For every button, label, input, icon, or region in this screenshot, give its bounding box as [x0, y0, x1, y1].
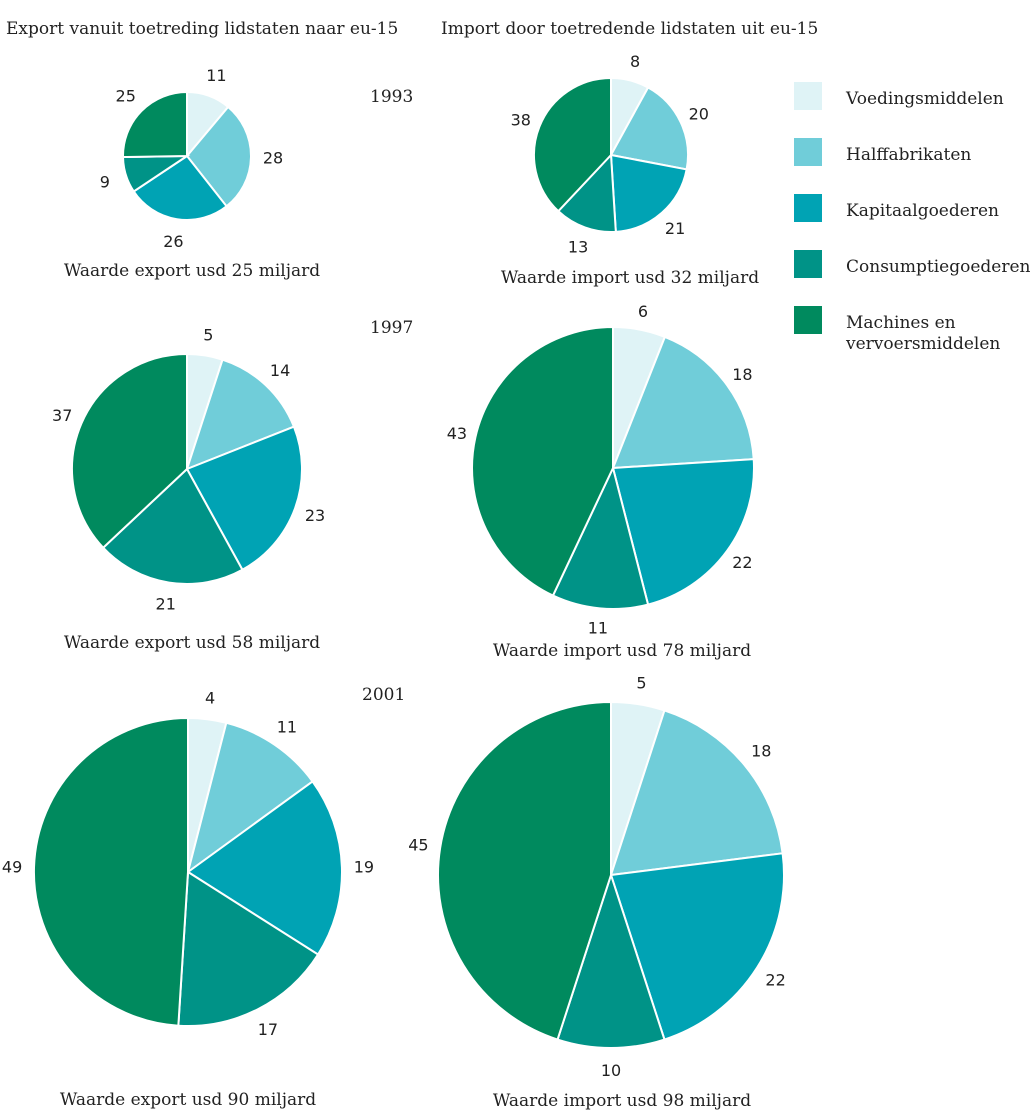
year-label-1993: 1993 — [370, 87, 413, 107]
data-label-consumptiegoederen: 9 — [100, 173, 110, 192]
legend-swatch — [794, 306, 822, 334]
data-label-kapitaalgoederen: 19 — [354, 858, 374, 877]
pie-slice-machines-en-vervoersmiddelen — [71, 352, 188, 550]
data-label-consumptiegoederen: 10 — [601, 1061, 621, 1080]
data-label-voedingsmiddelen: 6 — [638, 302, 648, 321]
data-label-machines-en-vervoersmiddelen: 43 — [447, 424, 467, 443]
legend: Voedingsmiddelen Halffabrikaten Kapitaalgo… — [794, 82, 1031, 354]
pie-slice-halffabrikaten — [186, 721, 314, 875]
data-label-halffabrikaten: 28 — [263, 148, 283, 167]
data-label-voedingsmiddelen: 11 — [206, 66, 226, 85]
data-label-kapitaalgoederen: 22 — [765, 971, 785, 990]
legend-label: Kapitaalgoederen — [846, 201, 999, 221]
pie-slice-machines-en-vervoersmiddelen — [437, 700, 612, 1041]
pie-slice-halffabrikaten — [611, 335, 755, 470]
data-label-halffabrikaten: 18 — [751, 742, 771, 761]
pie-slice-kapitaalgoederen — [609, 153, 688, 233]
pie-export-1997: 5 14 23 21 37 Waarde export usd 58 miljard — [52, 326, 325, 653]
legend-item-consumptiegoederen: Consumptiegoederen — [794, 250, 1031, 278]
pie-export-1993: 11 28 26 9 25 Waarde export usd 25 miljard — [64, 66, 320, 281]
pie-slice-halffabrikaten — [609, 709, 784, 877]
data-label-machines-en-vervoersmiddelen: 37 — [52, 406, 72, 425]
data-label-consumptiegoederen: 17 — [258, 1020, 278, 1039]
pie-caption: Waarde import usd 98 miljard — [493, 1091, 751, 1111]
pie-slice-kapitaalgoederen — [611, 458, 755, 606]
pie-slice-consumptiegoederen — [101, 467, 244, 585]
pie-slice-consumptiegoederen — [556, 152, 617, 233]
data-label-voedingsmiddelen: 5 — [203, 326, 213, 345]
pie-import-1993: 8 20 21 13 38 Waarde import usd 32 miljard — [501, 52, 759, 288]
pie-charts: 11 28 26 9 25 Waarde export usd 25 miljard 8 20… — [2, 52, 786, 1111]
data-label-machines-en-vervoersmiddelen: 49 — [2, 858, 22, 877]
legend-swatch — [794, 82, 822, 110]
legend-label: Consumptiegoederen — [846, 257, 1031, 277]
pie-caption: Waarde import usd 78 miljard — [493, 641, 751, 661]
pie-export-2001: 4 11 19 17 49 Waarde export usd 90 miljard — [2, 688, 374, 1110]
data-label-machines-en-vervoersmiddelen: 25 — [116, 87, 136, 106]
data-label-halffabrikaten: 14 — [270, 361, 290, 380]
legend-swatch — [794, 138, 822, 166]
pie-import-2001: 5 18 22 10 45 Waarde import usd 98 miljard — [408, 673, 786, 1111]
legend-swatch — [794, 194, 822, 222]
pie-slice-kapitaalgoederen — [186, 780, 343, 956]
export-column-title: Export vanuit toetreding lidstaten naar … — [6, 19, 398, 39]
pie-import-1997: 6 18 22 11 43 Waarde import usd 78 miljard — [447, 302, 755, 661]
legend-swatch — [794, 250, 822, 278]
legend-item-kapitaalgoederen: Kapitaalgoederen — [794, 194, 999, 222]
legend-item-voedingsmiddelen: Voedingsmiddelen — [794, 82, 1004, 110]
pie-slice-machines-en-vervoersmiddelen — [471, 325, 614, 597]
data-label-consumptiegoederen: 21 — [156, 594, 176, 613]
legend-label: Machines en — [846, 313, 956, 333]
year-label-1997: 1997 — [370, 318, 413, 338]
pie-caption: Waarde export usd 58 miljard — [64, 633, 320, 653]
pie-caption: Waarde import usd 32 miljard — [501, 268, 759, 288]
legend-label: Voedingsmiddelen — [845, 89, 1004, 109]
data-label-consumptiegoederen: 13 — [568, 237, 588, 256]
data-label-halffabrikaten: 18 — [732, 365, 752, 384]
legend-item-halffabrikaten: Halffabrikaten — [794, 138, 971, 166]
legend-label: vervoersmiddelen — [845, 334, 1000, 354]
data-label-voedingsmiddelen: 8 — [630, 52, 640, 71]
pie-slice-consumptiegoederen — [177, 870, 320, 1028]
pie-slice-halffabrikaten — [609, 86, 690, 171]
year-label-2001: 2001 — [362, 685, 405, 705]
data-label-consumptiegoederen: 11 — [588, 618, 608, 637]
legend-label: Halffabrikaten — [846, 145, 971, 165]
data-label-kapitaalgoederen: 26 — [163, 232, 183, 251]
pie-slice-machines-en-vervoersmiddelen — [33, 716, 189, 1027]
data-label-machines-en-vervoersmiddelen: 45 — [408, 836, 428, 855]
pie-slice-machines-en-vervoersmiddelen — [122, 90, 188, 159]
import-column-title: Import door toetredende lidstaten uit eu… — [441, 19, 818, 39]
data-label-halffabrikaten: 20 — [689, 105, 709, 124]
data-label-kapitaalgoederen: 21 — [665, 219, 685, 238]
data-label-kapitaalgoederen: 22 — [732, 553, 752, 572]
data-label-machines-en-vervoersmiddelen: 38 — [511, 110, 531, 129]
pie-slice-consumptiegoederen — [556, 871, 666, 1049]
pie-slice-machines-en-vervoersmiddelen — [533, 76, 612, 213]
data-label-halffabrikaten: 11 — [277, 717, 297, 736]
pie-slice-halffabrikaten — [185, 358, 296, 471]
pie-slice-kapitaalgoederen — [609, 852, 786, 1041]
data-label-voedingsmiddelen: 4 — [205, 688, 215, 707]
pie-slice-kapitaalgoederen — [132, 154, 228, 221]
pie-slice-halffabrikaten — [185, 105, 252, 208]
pie-caption: Waarde export usd 90 miljard — [60, 1090, 316, 1110]
data-label-voedingsmiddelen: 5 — [636, 673, 646, 692]
pie-caption: Waarde export usd 25 miljard — [64, 261, 320, 281]
pie-slice-consumptiegoederen — [551, 465, 650, 610]
data-label-kapitaalgoederen: 23 — [305, 506, 325, 525]
pie-slice-kapitaalgoederen — [185, 425, 303, 572]
